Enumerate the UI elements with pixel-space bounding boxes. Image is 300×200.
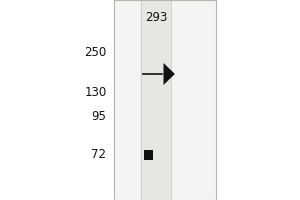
Bar: [144, 150, 153, 160]
Text: 250: 250: [84, 46, 106, 60]
Polygon shape: [164, 63, 175, 85]
Text: 72: 72: [92, 148, 106, 162]
Text: 95: 95: [92, 110, 106, 123]
Bar: [114, 0, 216, 200]
Text: 293: 293: [145, 11, 167, 24]
Bar: [141, 0, 171, 200]
Text: 130: 130: [84, 86, 106, 99]
Bar: [114, 0, 216, 200]
